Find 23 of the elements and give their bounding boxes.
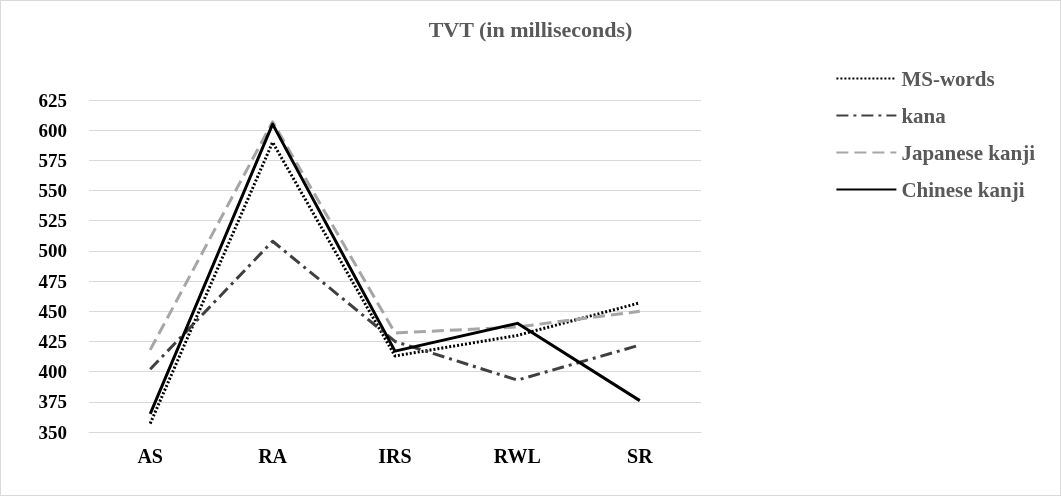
y-tick-label: 450 (38, 300, 67, 322)
chart-title: TVT (in milliseconds) (428, 16, 633, 42)
x-tick-label: IRS (378, 445, 412, 467)
y-tick-label: 500 (38, 240, 67, 262)
line-series (148, 120, 642, 352)
y-tick-label: 375 (38, 391, 67, 413)
x-tick-label: AS (137, 445, 163, 467)
y-tick-label: 425 (38, 330, 67, 352)
y-tick-label: 625 (38, 89, 67, 111)
y-tick-label: 550 (38, 180, 67, 202)
legend-label: Japanese kanji (901, 140, 1036, 165)
x-tick-label: RA (258, 445, 288, 467)
y-tick-label: 525 (38, 210, 67, 232)
y-tick-label: 475 (38, 270, 67, 292)
y-tick-label: 600 (38, 119, 67, 141)
y-tick-label: 400 (38, 361, 67, 383)
legend-label: MS-words (901, 66, 995, 91)
legend-label: Chinese kanji (901, 177, 1025, 202)
x-tick-label: RWL (493, 445, 541, 467)
legend-label: kana (901, 103, 947, 128)
x-tick-label: SR (627, 445, 654, 467)
y-tick-label: 350 (38, 421, 67, 443)
y-tick-label: 575 (38, 149, 67, 171)
